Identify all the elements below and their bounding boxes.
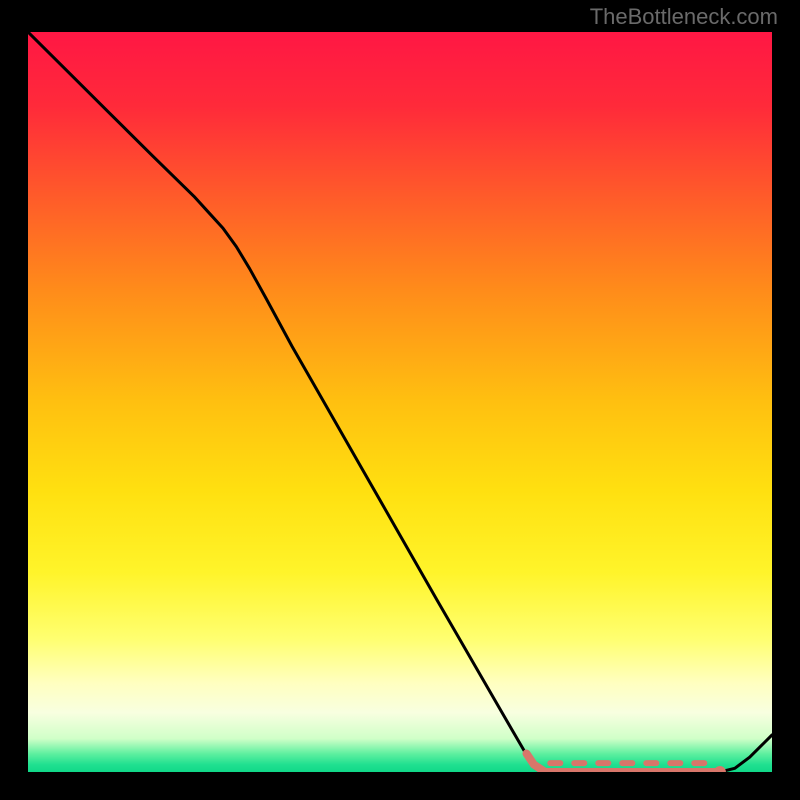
watermark-text: TheBottleneck.com xyxy=(590,4,778,30)
chart-svg xyxy=(28,32,772,772)
bottleneck-chart xyxy=(28,32,772,772)
